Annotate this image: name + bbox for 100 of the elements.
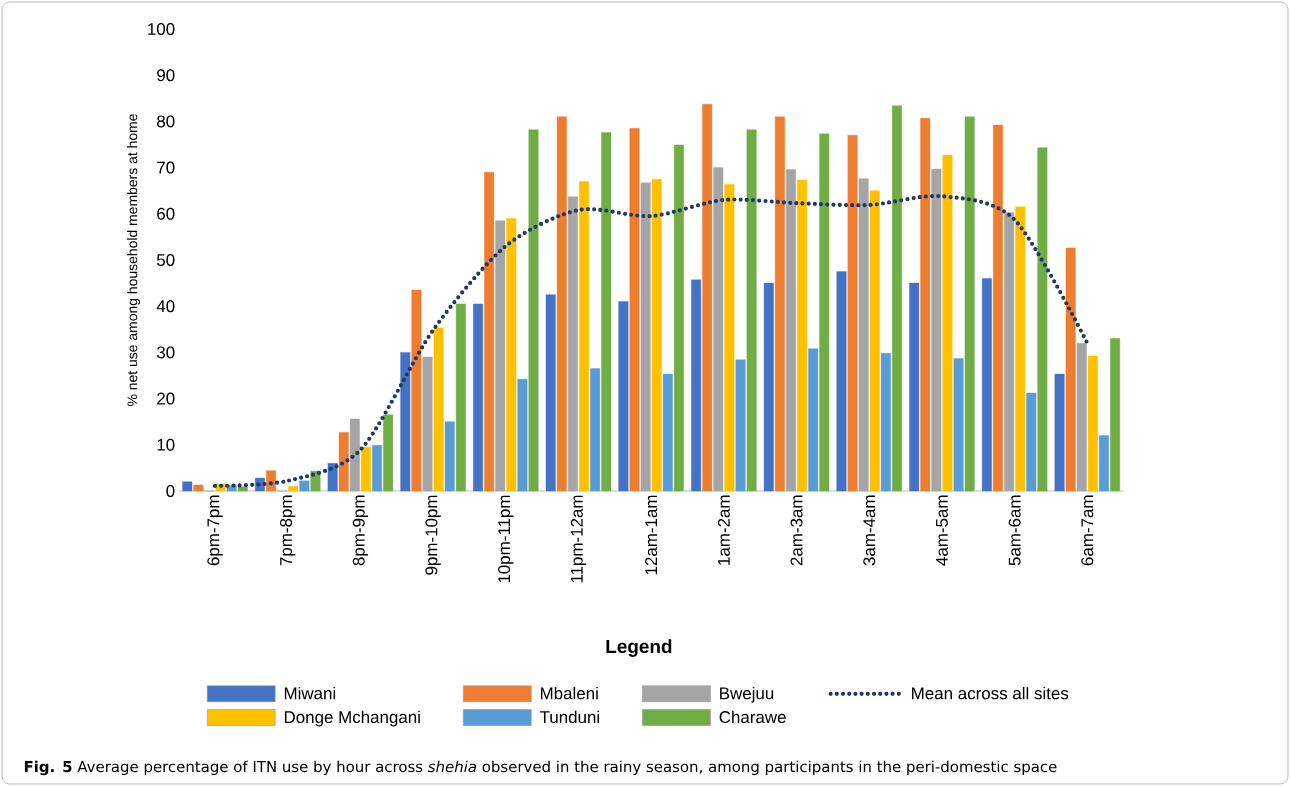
bar xyxy=(735,359,746,492)
bar xyxy=(182,481,193,492)
bar xyxy=(349,418,360,492)
y-tick-label: 20 xyxy=(157,392,175,405)
y-tick-label: 0 xyxy=(166,484,175,497)
bar xyxy=(237,486,248,492)
x-tick-label: 12am-1am xyxy=(645,495,658,575)
bar xyxy=(892,105,902,492)
bar xyxy=(590,368,601,492)
bar xyxy=(455,303,466,492)
bar xyxy=(372,445,382,492)
bar xyxy=(993,124,1003,492)
legend-label: Mean across all sites xyxy=(912,686,1069,700)
y-axis-title: % net use among household members at home xyxy=(127,114,141,407)
bar xyxy=(618,301,629,492)
bar xyxy=(702,104,713,492)
x-tick-label: 8pm-9pm xyxy=(352,495,369,566)
bar xyxy=(601,132,612,492)
bar xyxy=(528,129,539,492)
y-tick-label: 60 xyxy=(157,207,175,220)
bar xyxy=(909,282,920,492)
bar xyxy=(567,196,578,492)
bar xyxy=(327,463,338,492)
x-tick-label: 2am-3am xyxy=(790,495,803,566)
bar xyxy=(545,294,556,492)
bar xyxy=(931,168,942,492)
bar xyxy=(299,480,310,492)
x-tick-label: 11pm-12am xyxy=(570,495,587,583)
y-tick-label: 50 xyxy=(156,253,175,266)
x-tick-label: 10pm-11pm xyxy=(498,495,514,583)
bar xyxy=(1076,342,1087,492)
bar xyxy=(556,116,567,492)
bar xyxy=(1099,435,1109,492)
bar xyxy=(1004,212,1015,492)
bar xyxy=(808,348,819,492)
bar xyxy=(869,190,880,492)
bar xyxy=(981,278,992,492)
bar xyxy=(1054,373,1065,492)
bar xyxy=(629,128,640,492)
bar xyxy=(1065,247,1076,492)
bar xyxy=(964,116,975,492)
bar xyxy=(193,484,204,492)
x-tick-label: 5am-6am xyxy=(1008,495,1021,566)
bar xyxy=(786,169,796,492)
bar xyxy=(360,446,371,492)
x-tick-label: 1am-2am xyxy=(717,495,730,565)
legend-label: Charawe xyxy=(719,710,786,724)
bar xyxy=(411,289,422,492)
bar xyxy=(484,172,495,492)
bar xyxy=(473,303,483,492)
x-tick-label: 6pm-7pm xyxy=(207,495,223,566)
bar xyxy=(1037,147,1048,492)
bar xyxy=(797,179,808,492)
bar xyxy=(746,129,757,492)
text: Fig. 5 Average percentage of ITN use by hour across shehia observed in the rainy season, among participants in the peri-domestic space xyxy=(24,760,1057,776)
bar xyxy=(288,486,299,492)
x-tick-label: 3am-4am xyxy=(863,495,876,566)
legend-label: Bwejuu xyxy=(720,686,774,703)
bar xyxy=(662,373,673,492)
x-tick-label: 9pm-10pm xyxy=(425,495,441,575)
bar xyxy=(847,135,858,492)
bar xyxy=(383,414,394,492)
legend-label: Tunduni xyxy=(539,710,599,724)
x-tick-label: 6am-7am xyxy=(1081,495,1094,566)
line-series xyxy=(212,193,1090,488)
y-tick-label: 10 xyxy=(157,438,175,451)
bar xyxy=(673,144,684,492)
bar xyxy=(495,220,506,492)
bar xyxy=(266,470,276,492)
x-tick-label: 4am-5am xyxy=(936,495,948,566)
y-tick-label: 40 xyxy=(156,300,175,313)
y-tick-label: 100 xyxy=(148,22,175,35)
bar xyxy=(444,421,455,492)
bar xyxy=(858,178,869,492)
bar xyxy=(1026,392,1037,492)
bar xyxy=(517,378,528,492)
bar xyxy=(651,178,662,492)
y-tick-label: 80 xyxy=(157,115,175,128)
y-tick-label: 30 xyxy=(156,346,175,359)
bar xyxy=(422,356,433,492)
y-tick-label: 90 xyxy=(157,69,175,82)
bar xyxy=(836,271,847,492)
legend-label: Mbaleni xyxy=(540,686,598,700)
y-tick-label: 70 xyxy=(157,161,175,174)
bar xyxy=(506,218,517,492)
bar xyxy=(774,116,785,492)
bar xyxy=(691,279,702,492)
bar xyxy=(433,327,444,492)
bar xyxy=(713,167,724,492)
bar xyxy=(400,352,411,492)
bar xyxy=(953,358,964,492)
bar xyxy=(724,184,735,492)
legend-label: Donge Mchangani xyxy=(284,710,420,727)
bar xyxy=(1110,338,1121,492)
bar xyxy=(819,133,830,492)
bar xyxy=(338,432,349,492)
bar xyxy=(1015,206,1026,492)
bar xyxy=(579,181,589,492)
legend-label: Miwani xyxy=(284,686,336,700)
bar xyxy=(942,154,953,492)
